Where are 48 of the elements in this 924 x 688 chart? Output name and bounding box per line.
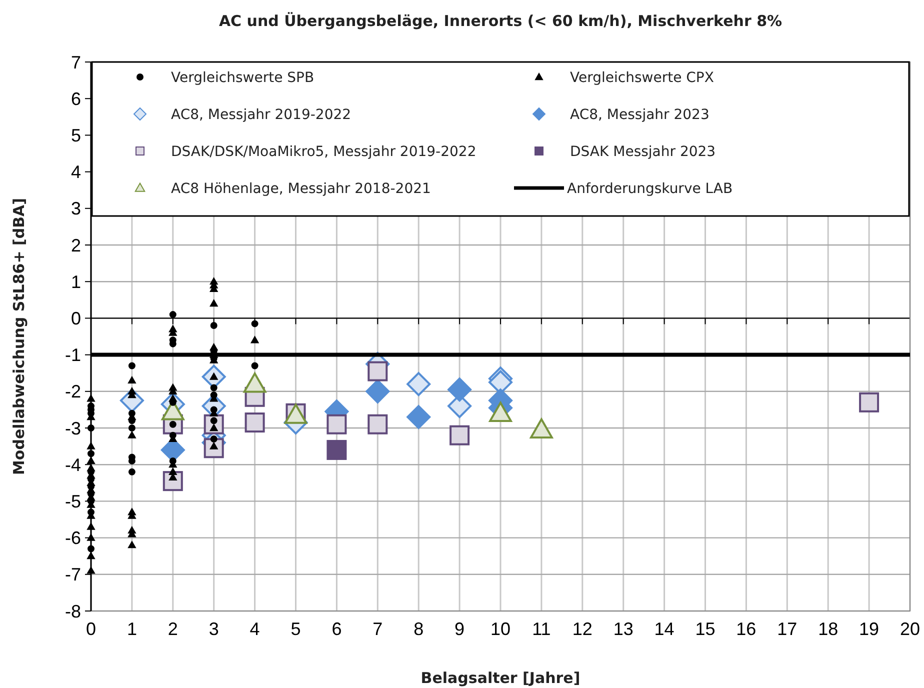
legend-label: Vergleichswerte SPB xyxy=(171,70,314,86)
legend-label: Anforderungskurve LAB xyxy=(567,180,733,197)
legend-label: DSAK/DSK/MoaMikro5, Messjahr 2019-2022 xyxy=(171,144,476,160)
x-tick-label: 16 xyxy=(736,619,756,639)
y-tick-label: -5 xyxy=(64,492,81,512)
y-tick-label: -8 xyxy=(64,601,81,622)
y-tick-label: -1 xyxy=(64,345,81,366)
x-tick-label: 5 xyxy=(290,619,301,639)
x-tick-label: 10 xyxy=(490,619,511,639)
legend-label: AC8, Messjahr 2019-2022 xyxy=(171,106,352,123)
y-tick-label: -2 xyxy=(64,382,81,402)
x-tick-label: 3 xyxy=(208,619,219,639)
legend-label: AC8, Messjahr 2023 xyxy=(570,106,710,123)
y-tick-label: 7 xyxy=(70,52,81,72)
y-tick-label: 0 xyxy=(70,308,81,328)
y-tick-label: 5 xyxy=(70,126,81,146)
x-tick-label: 15 xyxy=(695,619,716,639)
legend-label: DSAK Messjahr 2023 xyxy=(570,144,716,160)
x-tick-label: 2 xyxy=(168,619,178,639)
chart-title: AC und Übergangsbeläge, Innerorts (< 60 km/h), Mischverkehr 8% xyxy=(218,12,782,30)
y-tick-label: 6 xyxy=(70,88,81,109)
x-tick-label: 6 xyxy=(332,619,342,639)
y-tick-label: -4 xyxy=(64,454,81,475)
x-tick-label: 19 xyxy=(859,619,880,639)
x-tick-label: 1 xyxy=(126,619,137,639)
x-tick-label: 8 xyxy=(414,619,424,639)
legend-label: Vergleichswerte CPX xyxy=(570,70,714,86)
x-tick-label: 12 xyxy=(572,619,592,639)
x-tick-label: 7 xyxy=(372,619,383,639)
x-tick-label: 0 xyxy=(86,619,96,639)
y-tick-label: -3 xyxy=(64,418,81,438)
y-tick-label: 1 xyxy=(70,272,81,292)
legend-label: AC8 Höhenlage, Messjahr 2018-2021 xyxy=(171,180,431,197)
x-tick-label: 14 xyxy=(654,619,674,639)
x-tick-label: 11 xyxy=(532,619,551,639)
x-tick-label: 17 xyxy=(777,619,798,639)
x-tick-label: 13 xyxy=(613,619,634,639)
y-tick-label: 2 xyxy=(70,235,81,256)
x-tick-label: 20 xyxy=(900,619,920,639)
y-tick-label: 3 xyxy=(70,198,81,219)
x-tick-label: 9 xyxy=(454,619,465,639)
x-tick-label: 4 xyxy=(250,619,260,639)
x-tick-label: 18 xyxy=(818,619,838,639)
y-tick-label: 4 xyxy=(70,162,81,182)
x-axis-title: Belagsalter [Jahre] xyxy=(420,669,580,687)
y-axis-title: Modellabweichung StL86+ [dBA] xyxy=(10,198,28,476)
y-tick-label: -6 xyxy=(64,528,81,548)
y-tick-label: -7 xyxy=(64,564,81,585)
